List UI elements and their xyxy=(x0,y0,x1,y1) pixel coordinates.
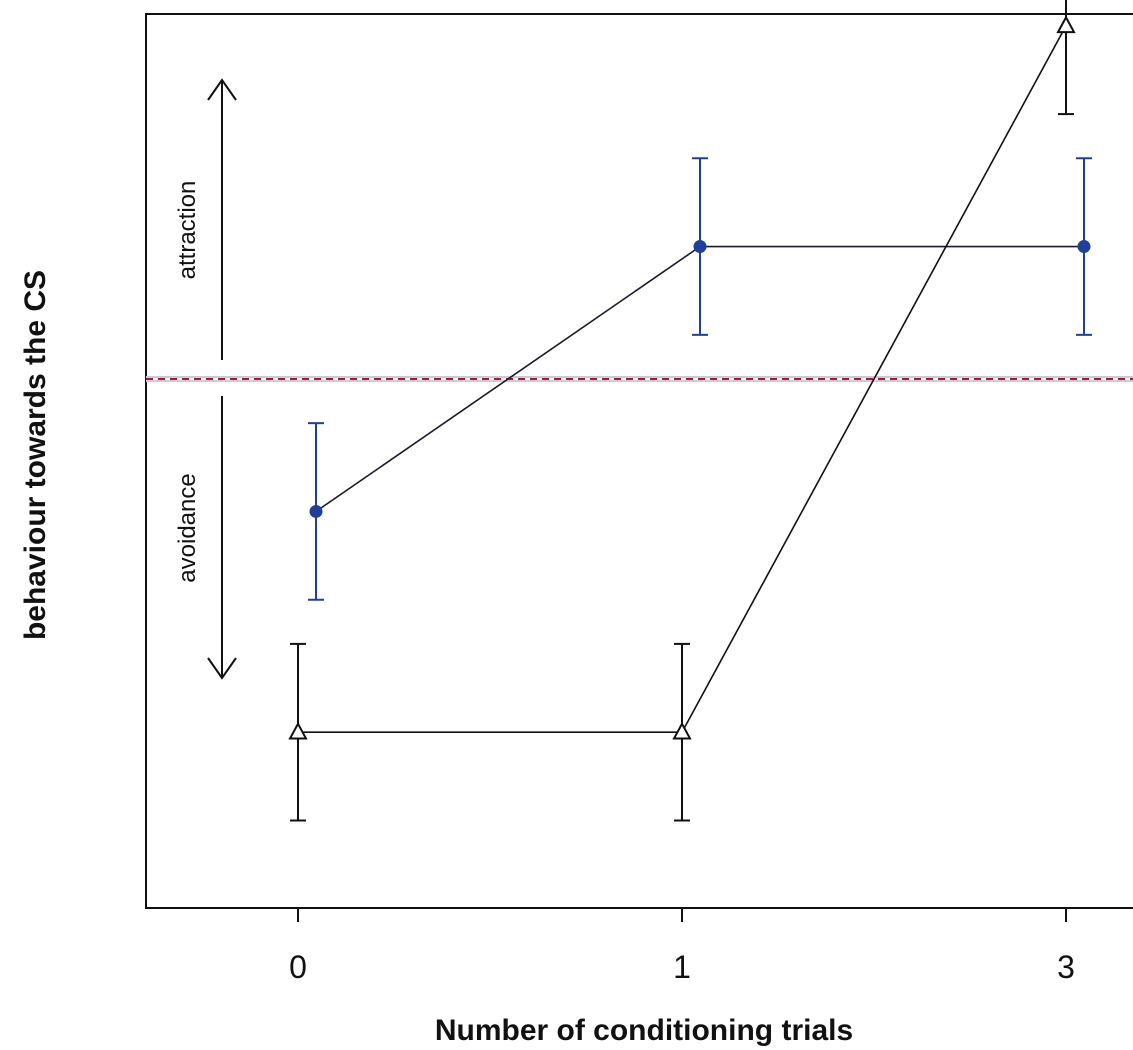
series-1-point-1 xyxy=(693,240,707,254)
x-tick-label-0: 0 xyxy=(289,949,307,985)
series-1-line-segment xyxy=(315,245,701,513)
attraction-arrow-head xyxy=(207,78,237,101)
chart-marks xyxy=(288,0,1092,822)
series-2-line-segment xyxy=(681,25,1067,733)
series-2-point-3 xyxy=(1056,15,1076,34)
plot-area xyxy=(145,13,1133,909)
plot-frame xyxy=(145,13,1133,909)
y-axis-title: behaviour towards the CS xyxy=(19,270,52,640)
attraction-label: attraction xyxy=(174,181,201,280)
axes: 0 1 3 xyxy=(289,908,1075,985)
avoidance-label: avoidance xyxy=(174,473,201,582)
series-1-point-0 xyxy=(309,504,323,518)
avoidance-arrow-head xyxy=(207,657,237,680)
x-axis-title: Number of conditioning trials xyxy=(435,1014,853,1047)
series-1-point-3 xyxy=(1077,240,1091,254)
series-2-point-0 xyxy=(288,721,308,740)
series-2-point-1 xyxy=(672,721,692,740)
x-tick-label-3: 3 xyxy=(1057,949,1075,985)
x-tick-label-1: 1 xyxy=(673,949,691,985)
